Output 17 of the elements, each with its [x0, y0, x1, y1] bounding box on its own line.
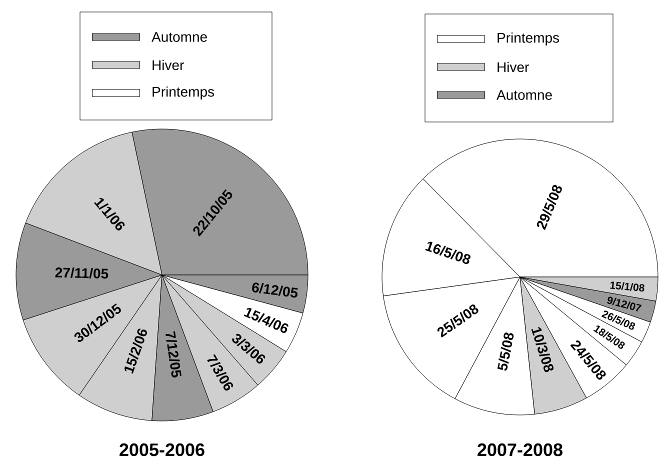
text: 2005-2006 — [120, 443, 204, 456]
text: Printemps — [498, 32, 560, 46]
text: Automne — [152, 32, 207, 42]
slice-label: 5/5/08 — [497, 332, 514, 371]
text: Automne — [496, 90, 552, 100]
text: Printemps — [152, 86, 214, 100]
slice-label: 6/12/05 — [252, 282, 298, 298]
slice-label: 9/12/07 — [607, 296, 642, 312]
slice-label: 27/11/05 — [55, 268, 108, 279]
slice-label: 15/1/08 — [610, 282, 644, 292]
text: Hiver — [152, 60, 184, 70]
slice-label: 16/5/08 — [425, 242, 470, 264]
slice-label: 7/12/05 — [166, 331, 182, 378]
slice-label: 15/2/06 — [124, 328, 148, 374]
text: 2007-2008 — [478, 443, 562, 456]
text: Hiver — [498, 62, 529, 72]
slice-label: 10/3/08 — [531, 327, 554, 372]
